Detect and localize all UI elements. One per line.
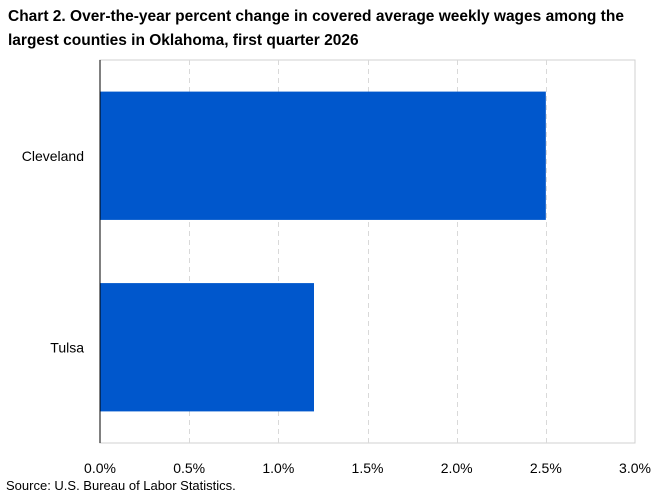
x-tick-label: 0.0% xyxy=(84,460,116,476)
x-tick-label: 1.5% xyxy=(352,460,384,476)
chart-title: Chart 2. Over-the-year percent change in… xyxy=(8,8,624,49)
source-note: Source: U.S. Bureau of Labor Statistics. xyxy=(6,478,236,493)
bars xyxy=(100,91,546,412)
y-tick-label: Tulsa xyxy=(50,339,84,355)
x-tick-label: 3.0% xyxy=(619,460,651,476)
x-tick-label: 0.5% xyxy=(173,460,205,476)
x-tick-label: 1.0% xyxy=(262,460,294,476)
y-tick-label: Cleveland xyxy=(22,148,84,164)
x-tick-label: 2.0% xyxy=(441,460,473,476)
y-axis-tick-labels: Cleveland Tulsa xyxy=(22,148,84,356)
bar-tulsa xyxy=(100,283,314,412)
x-tick-label: 2.5% xyxy=(530,460,562,476)
x-axis-tick-labels: 0.0% 0.5% 1.0% 1.5% 2.0% 2.5% 3.0% xyxy=(84,460,651,476)
bar-cleveland xyxy=(100,91,546,220)
